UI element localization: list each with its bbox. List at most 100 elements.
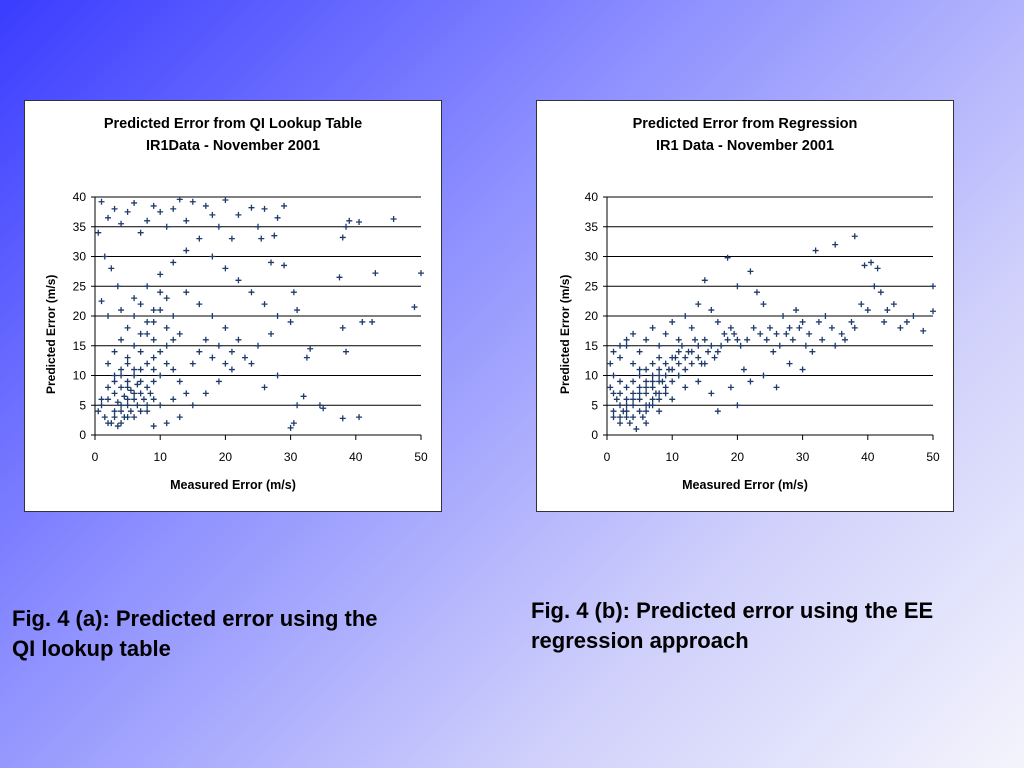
chart-a-data-point bbox=[176, 330, 183, 337]
chart-b-data-point bbox=[734, 336, 741, 343]
chart-a-data-point bbox=[105, 313, 112, 319]
chart-a-data-point bbox=[101, 253, 108, 260]
chart-b-data-point bbox=[623, 342, 630, 349]
chart-b-data-point bbox=[760, 301, 767, 308]
chart-b-y-tick-label: 15 bbox=[585, 339, 599, 353]
chart-a-data-point bbox=[137, 378, 144, 385]
caption-b-line2: regression approach bbox=[531, 628, 749, 653]
chart-a-data-point bbox=[157, 402, 164, 409]
chart-b-data-point bbox=[649, 384, 656, 391]
chart-b-data-point bbox=[656, 354, 663, 361]
chart-b-data-point bbox=[851, 233, 858, 240]
chart-a-data-point bbox=[390, 216, 397, 223]
chart-b-y-tick-label: 0 bbox=[591, 428, 598, 442]
chart-a-data-point bbox=[157, 289, 164, 296]
chart-a-data-point bbox=[222, 265, 229, 272]
chart-a-data-point bbox=[183, 289, 190, 296]
chart-b-data-point bbox=[753, 289, 760, 296]
scatter-plot-b: 0 5 10 15 20 25 30 35 40 0 10 20 30 40 50 bbox=[585, 190, 940, 464]
chart-a-data-point bbox=[261, 301, 268, 308]
chart-b-data-point bbox=[643, 366, 650, 373]
chart-b-data-point bbox=[724, 254, 731, 261]
chart-a-data-point bbox=[124, 378, 131, 385]
chart-a-x-tick-label: 50 bbox=[414, 450, 428, 464]
chart-a-data-point bbox=[144, 384, 151, 391]
chart-a-data-point bbox=[411, 304, 418, 311]
chart-b-data-point bbox=[630, 330, 637, 337]
chart-a-data-point bbox=[118, 402, 125, 409]
chart-b-data-point bbox=[636, 390, 643, 397]
chart-b-data-point bbox=[721, 330, 728, 337]
chart-a-data-point bbox=[137, 348, 144, 355]
chart-b-data-point bbox=[617, 342, 624, 349]
chart-a-data-point bbox=[359, 318, 366, 325]
chart-b-data-point bbox=[678, 342, 685, 349]
chart-a-data-point bbox=[248, 360, 255, 367]
chart-a-data-point bbox=[271, 232, 278, 239]
chart-b-data-point bbox=[649, 396, 656, 403]
chart-a-data-point bbox=[137, 390, 144, 397]
chart-a-data-point bbox=[157, 372, 164, 379]
chart-b-data-point bbox=[617, 354, 624, 361]
chart-b-y-tick-label: 35 bbox=[585, 220, 599, 234]
chart-a-data-point bbox=[202, 336, 209, 343]
chart-a-data-point bbox=[215, 378, 222, 385]
chart-a-data-point bbox=[137, 229, 144, 236]
chart-b-data-point bbox=[714, 318, 721, 325]
chart-a-data-point bbox=[105, 214, 112, 221]
chart-a-data-point bbox=[118, 420, 125, 427]
chart-a-data-point bbox=[163, 324, 170, 331]
chart-a-data-point bbox=[261, 384, 268, 391]
chart-b-data-point bbox=[669, 396, 676, 403]
chart-a-data-point bbox=[255, 223, 261, 230]
figure-caption-b: Fig. 4 (b): Predicted error using the EE… bbox=[531, 596, 933, 656]
chart-a-data-point bbox=[274, 313, 281, 319]
chart-panel-a: Predicted Error from QI Lookup Table IR1… bbox=[24, 100, 442, 512]
chart-b-data-point bbox=[610, 348, 617, 355]
chart-a-data-point bbox=[228, 348, 235, 355]
chart-b-data-point bbox=[643, 402, 650, 409]
chart-b-data-point bbox=[789, 336, 796, 343]
chart-b-data-point bbox=[890, 301, 897, 308]
chart-a-data-point bbox=[150, 366, 157, 373]
chart-b-data-point bbox=[714, 348, 721, 355]
chart-b-data-point bbox=[607, 384, 614, 391]
chart-b-data-point bbox=[767, 324, 773, 331]
chart-a-data-point bbox=[163, 223, 170, 230]
chart-b-data-point bbox=[675, 336, 682, 343]
chart-a-data-point bbox=[114, 283, 121, 290]
chart-b-x-tick-label: 30 bbox=[796, 450, 810, 464]
chart-a-data-point bbox=[307, 345, 314, 352]
chart-a-data-point bbox=[98, 402, 105, 409]
chart-a-data-point bbox=[196, 348, 203, 355]
chart-b-data-point bbox=[675, 348, 682, 355]
chart-a-y-tick-label: 40 bbox=[73, 190, 87, 204]
chart-a-data-point bbox=[134, 381, 141, 388]
chart-b-data-point bbox=[695, 354, 702, 361]
chart-a-data-point bbox=[255, 342, 261, 349]
chart-a-data-point bbox=[147, 390, 154, 397]
chart-a-data-point bbox=[183, 247, 190, 254]
chart-b-data-point bbox=[617, 390, 624, 397]
chart-a-y-axis-label: Predicted Error (m/s) bbox=[44, 274, 58, 394]
chart-b-data-point bbox=[617, 414, 624, 421]
chart-b-data-point bbox=[630, 402, 637, 409]
chart-b-data-point bbox=[881, 318, 888, 325]
chart-b-y-tick-label: 10 bbox=[585, 369, 599, 383]
chart-a-data-point bbox=[144, 330, 151, 337]
chart-a-data-point bbox=[118, 408, 125, 415]
chart-a-data-point bbox=[144, 360, 151, 367]
chart-b-data-point bbox=[776, 342, 783, 349]
chart-a-data-point bbox=[189, 360, 196, 367]
chart-a-data-point bbox=[137, 301, 144, 308]
chart-b-data-point bbox=[701, 360, 708, 367]
chart-b-data-point bbox=[669, 378, 676, 385]
chart-a-data-point bbox=[290, 289, 297, 296]
chart-a-data-point bbox=[144, 408, 151, 415]
chart-a-data-point bbox=[183, 390, 190, 397]
chart-a-data-point bbox=[111, 378, 118, 385]
chart-b-data-point bbox=[793, 307, 800, 314]
chart-a-data-point bbox=[170, 205, 177, 212]
chart-a-data-point bbox=[157, 271, 164, 278]
chart-a-data-point bbox=[111, 372, 118, 379]
